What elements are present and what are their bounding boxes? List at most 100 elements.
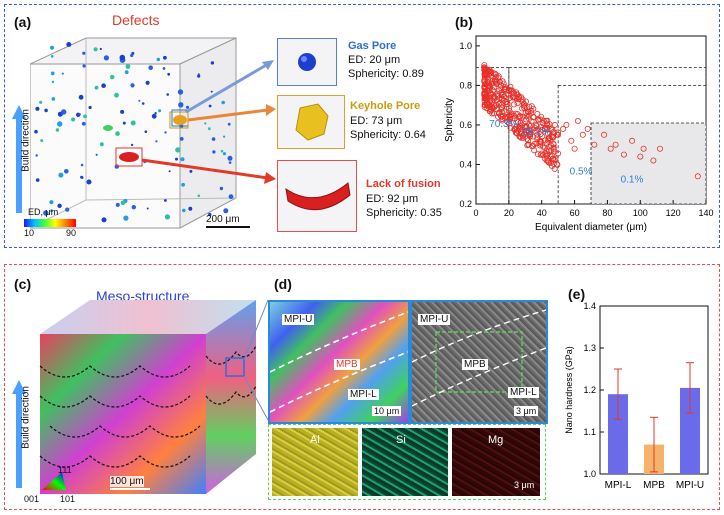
scatter-point (545, 143, 552, 150)
scatter-point (516, 113, 523, 120)
scatter-point (530, 114, 537, 121)
scatter-point (574, 118, 581, 125)
scale-bar-a-label: 200 μm (206, 214, 240, 225)
scatter-point (629, 137, 636, 144)
defect-dot (130, 120, 136, 126)
build-direction-arrow (12, 105, 26, 213)
bottom-panel-frame (4, 264, 720, 510)
defect-dot (65, 207, 70, 212)
scatter-point (498, 95, 505, 102)
scatter-point (507, 83, 514, 90)
scatter-point (522, 103, 529, 110)
keyhole-pore-ed: ED: 73 μm (350, 115, 403, 127)
scatter-point (527, 123, 534, 130)
defect-dot (221, 100, 225, 105)
scatter-point (547, 153, 554, 160)
x-tick-label: 40 (537, 208, 547, 218)
defect-dot (130, 83, 135, 88)
defect-dot (39, 100, 43, 104)
y-tick-label: 1.0 (583, 469, 596, 479)
defect-dot (175, 157, 178, 161)
panel-a-label: (a) (14, 14, 32, 30)
colorbar-max: 90 (66, 228, 77, 238)
scatter-point (508, 110, 515, 117)
lack-of-fusion-box (277, 160, 357, 232)
defect-dot (211, 137, 216, 141)
scatter-point (523, 135, 530, 142)
defect-dot (167, 72, 171, 76)
scatter-point (537, 151, 544, 158)
panel-d-label: (d) (274, 276, 292, 292)
defect-dot (164, 199, 167, 202)
scatter-point (512, 95, 519, 102)
sem-label-mpi-u: MPI-U (418, 314, 451, 325)
y-tick-label: 1.0 (459, 41, 472, 51)
defect-dot (220, 149, 224, 153)
defect-dot (51, 80, 55, 84)
keyhole-defect (173, 115, 187, 125)
defect-dot (204, 122, 207, 125)
bar-chart: 1.0 1.1 1.2 1.3 1.4 MPI-L MPB MPI-U Nano hardnes… (564, 301, 709, 491)
eds-si-map (362, 428, 448, 496)
defect-dot (40, 139, 44, 143)
defect-dot (123, 215, 129, 221)
defect-dot (122, 121, 126, 125)
defect-dot (55, 128, 60, 132)
scatter-point (527, 130, 534, 137)
defect-dot (185, 105, 190, 109)
scatter-point (486, 66, 493, 73)
defect-dot (208, 104, 212, 108)
scatter-point (516, 122, 523, 129)
lack-of-fusion-sphericity: Sphericity: 0.35 (366, 207, 442, 219)
defect-dot (154, 112, 157, 115)
scatter-point (518, 134, 525, 141)
scatter-point (497, 99, 504, 106)
y-tick-label: 1.2 (583, 385, 596, 395)
defect-dot (130, 53, 134, 58)
y-tick-label: 1.4 (583, 301, 596, 311)
region-box (475, 67, 510, 205)
y-axis-label: Sphericity (444, 98, 455, 142)
scatter-point (499, 78, 506, 85)
scatter-point (481, 101, 488, 108)
defect-dot (57, 121, 63, 127)
scatter-point (515, 119, 522, 126)
eds-label-si: Si (396, 434, 406, 446)
defect-dot (210, 61, 215, 65)
scatter-point (637, 153, 644, 160)
defect-dot (81, 121, 86, 126)
scatter-point (520, 100, 527, 107)
scatter-point (571, 145, 578, 152)
defect-dot (197, 194, 201, 198)
defect-dot (188, 206, 193, 211)
scatter-point (492, 78, 499, 85)
defect-dot (35, 106, 40, 111)
scatter-point (560, 125, 567, 132)
defect-dot (35, 178, 40, 182)
defect-dot (115, 131, 120, 136)
scatter-point (568, 137, 575, 144)
defect-dot (222, 152, 227, 156)
defect-dot (50, 209, 53, 213)
scatter-point (504, 119, 511, 126)
panel-c-label: (c) (14, 276, 32, 292)
defect-dot (166, 93, 169, 96)
region-box (590, 122, 707, 205)
scatter-point (525, 129, 532, 136)
x-tick-label: 20 (504, 208, 514, 218)
scatter-point (497, 82, 504, 89)
defect-dot (178, 102, 184, 108)
defect-dot (208, 212, 212, 217)
scatter-point (491, 84, 498, 91)
ebsd-scale: 10 μm (372, 406, 402, 416)
scatter-chart: 0 20 40 60 80 100 120 140 0.2 0.4 0.6 0.8 1.0 Equival… (444, 35, 714, 233)
scale-bar-a (206, 226, 250, 228)
bar (680, 387, 700, 474)
scale-bar-c-label: 100 μm (110, 476, 144, 487)
scatter-point (543, 117, 550, 124)
defect-dot (71, 117, 76, 122)
defect-dot (228, 161, 232, 164)
defect-dot (66, 42, 72, 47)
defect-dot (94, 85, 99, 90)
scatter-point (551, 121, 558, 128)
